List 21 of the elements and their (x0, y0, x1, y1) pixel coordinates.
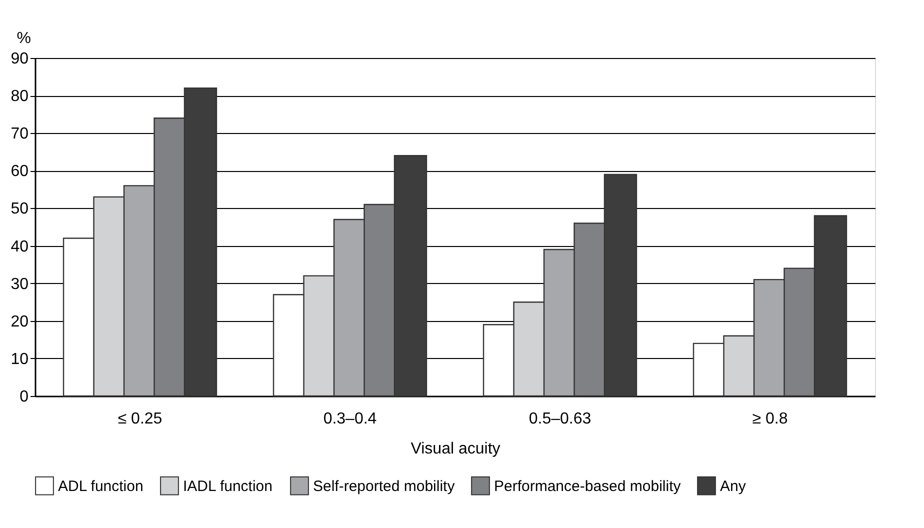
y-tick-label: 70 (10, 126, 29, 143)
legend-label: ADL function (58, 478, 144, 495)
y-tick-label: 0 (20, 388, 29, 406)
legend-label: Any (720, 478, 746, 495)
y-axis-title: % (16, 30, 31, 47)
y-tick-label: 80 (10, 88, 29, 106)
y-tick-label: 10 (10, 350, 29, 368)
x-axis-title: Visual acuity (410, 440, 500, 458)
y-tick-label: 30 (10, 276, 29, 293)
y-tick-label: 50 (10, 200, 29, 218)
legend-label: Performance-based mobility (494, 478, 682, 495)
x-tick-label: 0.5–0.63 (528, 410, 592, 428)
y-tick-label: 40 (10, 238, 29, 256)
x-tick-label: ≥ 0.8 (752, 410, 788, 428)
y-tick-label: 20 (10, 313, 29, 330)
x-tick-label: 0.3–0.4 (323, 410, 377, 428)
legend-label: IADL function (183, 478, 272, 495)
legend-label: Self-reported mobility (313, 478, 456, 495)
x-tick-label: ≤ 0.25 (118, 410, 162, 428)
y-tick-label: 60 (10, 163, 29, 180)
y-tick-label: 90 (10, 50, 29, 68)
